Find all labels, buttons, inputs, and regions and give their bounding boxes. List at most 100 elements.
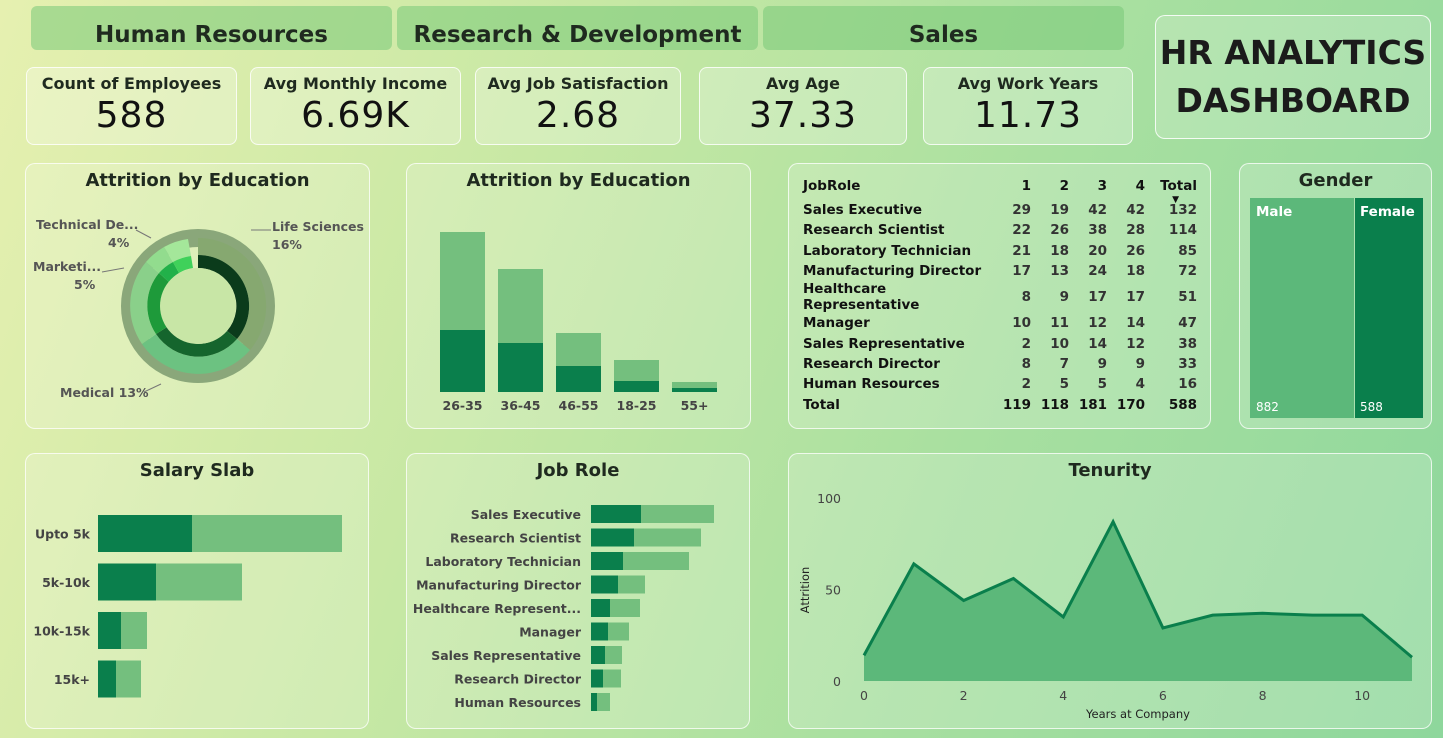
bar-segment[interactable] <box>603 669 621 688</box>
jobrole-matrix-card[interactable]: JobRole 1 2 3 4 Total ▼ Sales Executive 2… <box>788 163 1211 429</box>
matrix-header[interactable]: 4 <box>1135 178 1146 194</box>
table-row[interactable]: Research Director 8 7 9 9 33 <box>803 354 1197 374</box>
matrix-cell: 19 <box>1050 202 1070 219</box>
donut-label-life-sciences: Life Sciences <box>272 219 364 234</box>
y-tick-label: 15k+ <box>54 672 90 687</box>
gender-card[interactable]: Gender Male 882 Female 588 <box>1239 163 1432 429</box>
bar-segment[interactable] <box>634 528 701 547</box>
bar-segment[interactable] <box>591 669 603 688</box>
tab-research-development[interactable]: Research & Development <box>397 6 758 50</box>
matrix-header[interactable]: JobRole <box>803 178 861 194</box>
bar-segment[interactable] <box>591 622 608 641</box>
bar-segment[interactable] <box>605 646 622 664</box>
matrix-cell: 9 <box>1059 289 1070 306</box>
area-fill[interactable] <box>864 521 1412 681</box>
salary-slab-card[interactable]: Salary Slab Upto 5k 5k-10k 10k-15k 15k+ <box>25 453 369 729</box>
bar-segment[interactable] <box>556 333 601 366</box>
matrix-cell: 118 <box>1040 396 1070 413</box>
bar-segment[interactable] <box>591 528 634 547</box>
matrix-cell: 170 <box>1116 396 1146 413</box>
donut-card[interactable]: Attrition by Education Life Sciences 16%… <box>25 163 370 429</box>
x-axis-label: Years at Company <box>1085 707 1190 721</box>
matrix-cell: 42 <box>1126 202 1146 219</box>
y-tick-label: 0 <box>833 674 841 689</box>
bar-segment[interactable] <box>121 612 147 649</box>
gender-bar-female[interactable]: Female 588 <box>1355 198 1423 418</box>
bar-segment[interactable] <box>614 360 659 381</box>
bar-segment[interactable] <box>591 505 641 523</box>
matrix-header[interactable]: 3 <box>1097 178 1108 194</box>
table-row[interactable]: Laboratory Technician 21 18 20 26 85 <box>803 241 1197 261</box>
bar-segment[interactable] <box>98 612 121 649</box>
bar-segment[interactable] <box>597 693 610 711</box>
tenurity-card[interactable]: Tenurity 0 2 4 6 8 10 0 50 100 Years at Company At… <box>788 453 1432 729</box>
matrix-total-row[interactable]: Total 119 118 181 170 588 <box>803 394 1197 414</box>
bar-segment[interactable] <box>591 575 618 594</box>
bar-segment[interactable] <box>440 330 485 392</box>
kpi-label: Count of Employees <box>41 74 222 93</box>
donut-leader-line <box>101 267 125 273</box>
matrix-cell: 26 <box>1126 242 1146 259</box>
bar-segment[interactable] <box>591 599 610 617</box>
gender-bar-male[interactable]: Male 882 <box>1250 198 1354 418</box>
matrix-header[interactable]: 1 <box>1021 178 1032 194</box>
table-row[interactable]: Manager 10 11 12 14 47 <box>803 313 1197 333</box>
matrix-cell: 38 <box>1178 335 1197 352</box>
bar-segment[interactable] <box>614 381 659 392</box>
table-row[interactable]: Research Scientist 22 26 38 28 114 <box>803 220 1197 240</box>
bar-segment[interactable] <box>610 599 640 617</box>
bar-segment[interactable] <box>672 382 717 388</box>
bar-segment[interactable] <box>498 269 543 343</box>
matrix-header-total[interactable]: Total ▼ <box>1145 172 1197 205</box>
bar-segment[interactable] <box>192 515 342 552</box>
y-tick-label: Manufacturing Director <box>416 578 582 593</box>
matrix-cell: 12 <box>1088 315 1108 332</box>
bar-segment[interactable] <box>98 563 156 601</box>
matrix-header-total-label: Total <box>1160 178 1197 194</box>
donut-label-technical-pct: 4% <box>108 235 130 250</box>
bar-segment[interactable] <box>608 622 629 641</box>
tab-human-resources[interactable]: Human Resources <box>31 6 392 50</box>
bar-segment[interactable] <box>498 343 543 392</box>
table-row[interactable]: Manufacturing Director 17 13 24 18 72 <box>803 261 1197 281</box>
matrix-cell: 47 <box>1178 315 1197 332</box>
bar-segment[interactable] <box>98 515 192 552</box>
table-row[interactable]: Sales Representative 2 10 14 12 38 <box>803 333 1197 353</box>
matrix-header[interactable]: 2 <box>1059 178 1070 194</box>
bar-segment[interactable] <box>556 366 601 392</box>
bar-segment[interactable] <box>618 575 645 594</box>
bar-segment[interactable] <box>98 660 116 698</box>
matrix-cell: 588 <box>1168 396 1197 413</box>
matrix-cell: 17 <box>1126 289 1146 306</box>
area-line[interactable] <box>862 518 1413 659</box>
matrix-cell: 119 <box>1002 396 1032 413</box>
job-role-title: Job Role <box>536 460 620 481</box>
donut-outer-segment <box>130 262 159 344</box>
tab-sales[interactable]: Sales <box>763 6 1124 50</box>
job-role-card[interactable]: Job Role Sales Executive Research Scienti… <box>406 453 750 729</box>
table-row[interactable]: Healthcare Representative 8 9 17 17 51 <box>803 281 1197 313</box>
table-row[interactable]: Sales Executive 29 19 42 42 132 <box>803 200 1197 220</box>
bar-segment[interactable] <box>156 563 242 601</box>
matrix-cell: 22 <box>1012 222 1032 239</box>
bar-segment[interactable] <box>672 388 717 392</box>
attrition-bar-card[interactable]: Attrition by Education 26-35 36-45 46-55 18… <box>406 163 751 429</box>
bar-segment[interactable] <box>591 693 597 711</box>
bar-segment[interactable] <box>440 232 485 330</box>
bar-segment[interactable] <box>641 505 714 523</box>
bar-segment[interactable] <box>591 552 623 570</box>
bar-segment[interactable] <box>623 552 689 570</box>
x-tick-label: 55+ <box>681 398 709 413</box>
bar-segment[interactable] <box>591 646 605 664</box>
bar-segment[interactable] <box>116 660 141 698</box>
table-row[interactable]: Human Resources 2 5 5 4 16 <box>803 374 1197 394</box>
donut-inner-segment <box>156 327 237 357</box>
tenurity-title: Tenurity <box>1068 460 1152 481</box>
matrix-cell: 12 <box>1126 335 1146 352</box>
y-tick-label: Sales Executive <box>471 507 581 522</box>
x-tick-label: 2 <box>960 688 968 703</box>
matrix-row-label: Research Director <box>803 355 940 372</box>
donut-label-life-sciences-pct: 16% <box>272 237 302 252</box>
gender-male-label: Male <box>1256 204 1293 220</box>
kpi-label: Avg Job Satisfaction <box>487 74 669 93</box>
